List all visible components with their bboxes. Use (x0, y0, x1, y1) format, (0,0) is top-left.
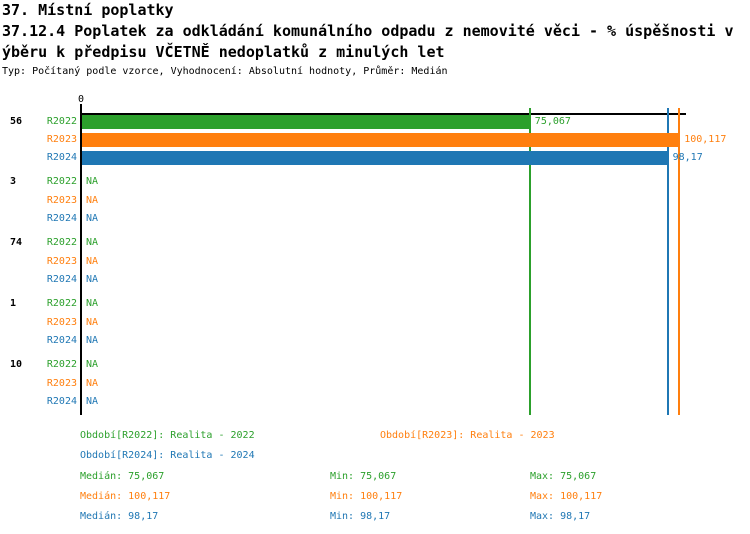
chart-row: R2023 100,117 (0, 132, 750, 147)
na-label: NA (86, 176, 99, 188)
page-title: 37. Místní poplatky (2, 1, 174, 19)
chart-row: R2024 NA (0, 273, 750, 287)
year-label: R2022 (46, 176, 77, 188)
na-label: NA (86, 316, 99, 328)
legend-period-r2024: Období[R2024]: Realita - 2024 (80, 450, 255, 461)
group-label: 3 (10, 176, 17, 188)
chart-row: R2023 NA (0, 194, 750, 208)
year-label: R2024 (46, 213, 77, 225)
bar-r2022 (82, 114, 530, 129)
bar-r2024 (82, 151, 668, 166)
bar-value-label: 98,17 (672, 152, 703, 164)
na-label: NA (86, 274, 99, 286)
legend-min-r2023: Min: 100,117 (330, 491, 403, 502)
y-axis-line (80, 104, 82, 415)
chart-row: 3 R2022 NA (0, 175, 750, 189)
year-label: R2024 (46, 396, 77, 408)
year-label: R2022 (46, 237, 77, 249)
median-line-r2024 (666, 108, 669, 415)
year-label: R2024 (46, 335, 77, 347)
bar-value-label: 75,067 (534, 115, 571, 127)
chart-subtitle: Typ: Počítaný podle vzorce, Vyhodnocení:… (2, 66, 448, 77)
x-axis-tick-label: 0 (77, 94, 85, 105)
group-label: 10 (10, 359, 23, 371)
year-label: R2022 (46, 298, 77, 310)
year-label: R2024 (46, 274, 77, 286)
chart-row: R2023 NA (0, 377, 750, 391)
year-label: R2022 (46, 115, 77, 127)
bar-r2023 (82, 132, 680, 147)
na-label: NA (86, 359, 99, 371)
na-label: NA (86, 213, 99, 225)
chart-row: R2024 NA (0, 334, 750, 348)
chart-title-line2: ýběru k předpisu VČETNĚ nedoplatků z min… (2, 43, 445, 61)
legend-min-r2022: Min: 75,067 (330, 471, 397, 482)
year-label: R2023 (46, 194, 77, 206)
chart-row: 74 R2022 NA (0, 236, 750, 250)
na-label: NA (86, 396, 99, 408)
legend-max-r2023: Max: 100,117 (530, 491, 603, 502)
chart-row: R2023 NA (0, 316, 750, 330)
year-label: R2023 (46, 377, 77, 389)
group-label: 1 (10, 298, 17, 310)
legend-period-r2023: Období[R2023]: Realita - 2023 (380, 430, 555, 441)
year-label: R2024 (46, 152, 77, 164)
legend-median-r2023: Medián: 100,117 (80, 491, 171, 502)
legend-median-r2024: Medián: 98,17 (80, 511, 159, 522)
chart-row: 56 R2022 75,067 (0, 114, 750, 129)
legend-median-r2022: Medián: 75,067 (80, 471, 165, 482)
na-label: NA (86, 237, 99, 249)
legend-max-r2022: Max: 75,067 (530, 471, 597, 482)
group-label: 56 (10, 115, 23, 127)
chart-row: 10 R2022 NA (0, 358, 750, 372)
year-label: R2023 (46, 133, 77, 145)
na-label: NA (86, 194, 99, 206)
na-label: NA (86, 335, 99, 347)
chart-row: R2023 NA (0, 255, 750, 269)
bar-value-label: 100,117 (684, 133, 727, 145)
legend-max-r2024: Max: 98,17 (530, 511, 591, 522)
na-label: NA (86, 377, 99, 389)
median-line-r2023 (678, 108, 681, 415)
group-label: 74 (10, 237, 23, 249)
na-label: NA (86, 255, 99, 267)
chart-title-line1: 37.12.4 Poplatek za odkládání komunálníh… (2, 22, 734, 40)
x-axis-line (81, 113, 686, 115)
legend-min-r2024: Min: 98,17 (330, 511, 391, 522)
chart-row: 1 R2022 NA (0, 297, 750, 311)
year-label: R2023 (46, 255, 77, 267)
chart-row: R2024 98,17 (0, 151, 750, 166)
median-line-r2022 (528, 108, 531, 415)
year-label: R2022 (46, 359, 77, 371)
chart-row: R2024 NA (0, 212, 750, 226)
chart-row: R2024 NA (0, 395, 750, 409)
year-label: R2023 (46, 316, 77, 328)
legend-period-r2022: Období[R2022]: Realita - 2022 (80, 430, 255, 441)
na-label: NA (86, 298, 99, 310)
